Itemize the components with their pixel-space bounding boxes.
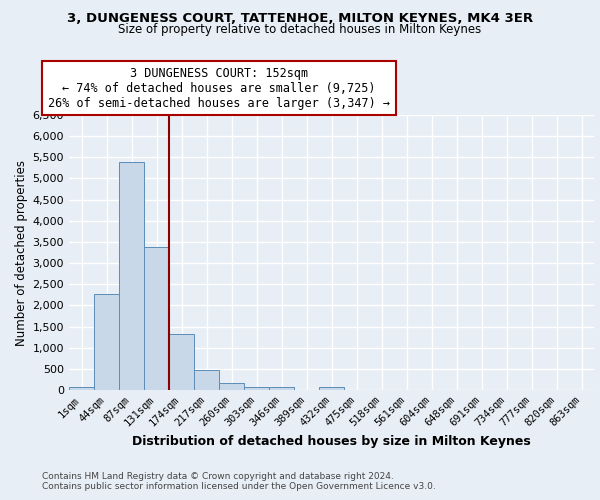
- Text: Size of property relative to detached houses in Milton Keynes: Size of property relative to detached ho…: [118, 22, 482, 36]
- Bar: [319, 387, 344, 390]
- X-axis label: Distribution of detached houses by size in Milton Keynes: Distribution of detached houses by size …: [132, 436, 531, 448]
- Text: Contains HM Land Registry data © Crown copyright and database right 2024.: Contains HM Land Registry data © Crown c…: [42, 472, 394, 481]
- Text: Contains public sector information licensed under the Open Government Licence v3: Contains public sector information licen…: [42, 482, 436, 491]
- Bar: [144, 247, 169, 390]
- Bar: [119, 162, 144, 390]
- Text: 3 DUNGENESS COURT: 152sqm
← 74% of detached houses are smaller (9,725)
26% of se: 3 DUNGENESS COURT: 152sqm ← 74% of detac…: [47, 66, 389, 110]
- Bar: [169, 334, 194, 390]
- Bar: [269, 387, 294, 390]
- Bar: [69, 387, 94, 390]
- Text: 3, DUNGENESS COURT, TATTENHOE, MILTON KEYNES, MK4 3ER: 3, DUNGENESS COURT, TATTENHOE, MILTON KE…: [67, 12, 533, 26]
- Bar: [94, 294, 119, 390]
- Y-axis label: Number of detached properties: Number of detached properties: [16, 160, 28, 346]
- Bar: [194, 370, 219, 390]
- Bar: [219, 383, 244, 390]
- Bar: [244, 387, 269, 390]
